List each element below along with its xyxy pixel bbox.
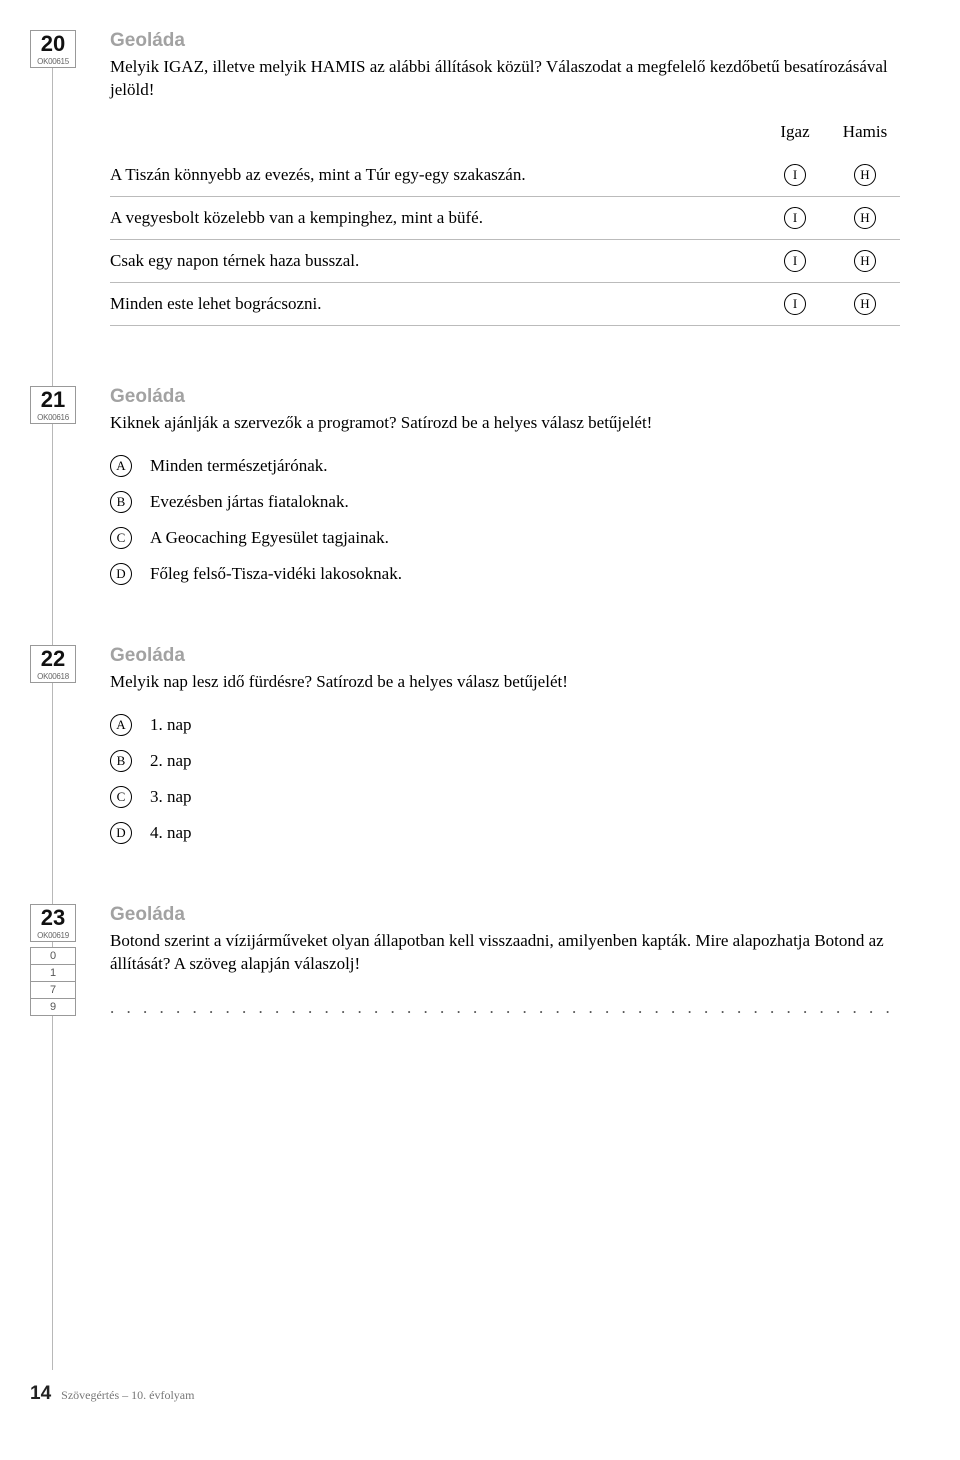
tf-true-cell[interactable]: I: [760, 250, 830, 272]
question-body: Geoláda Melyik nap lesz idő fürdésre? Sa…: [110, 645, 900, 844]
option-row[interactable]: B Evezésben jártas fiataloknak.: [110, 491, 900, 513]
option-letter-icon: B: [110, 750, 132, 772]
question-marker: 22 OK00618: [30, 645, 76, 683]
score-cell[interactable]: 1: [30, 965, 76, 982]
tf-statement: A Tiszán könnyebb az evezés, mint a Túr …: [110, 165, 760, 185]
option-text: Főleg felső-Tisza-vidéki lakosoknak.: [150, 564, 402, 584]
circle-h-icon: H: [854, 207, 876, 229]
option-text: A Geocaching Egyesület tagjainak.: [150, 528, 389, 548]
question-prompt: Melyik nap lesz idő fürdésre? Satírozd b…: [110, 671, 900, 694]
option-row[interactable]: A Minden természetjárónak.: [110, 455, 900, 477]
question-title: Geoláda: [110, 30, 900, 52]
option-row[interactable]: A 1. nap: [110, 714, 900, 736]
tf-true-cell[interactable]: I: [760, 164, 830, 186]
options-list: A 1. nap B 2. nap C 3. nap D 4. nap: [110, 714, 900, 844]
circle-h-icon: H: [854, 164, 876, 186]
score-cell[interactable]: 0: [30, 947, 76, 965]
option-row[interactable]: B 2. nap: [110, 750, 900, 772]
tf-row: A vegyesbolt közelebb van a kempinghez, …: [110, 197, 900, 240]
question-marker: 21 OK00616: [30, 386, 76, 424]
question-marker: 23 OK00619 0 1 7 9: [30, 904, 76, 1016]
option-letter-icon: D: [110, 563, 132, 585]
option-row[interactable]: C A Geocaching Egyesület tagjainak.: [110, 527, 900, 549]
question-number-box: 22 OK00618: [30, 645, 76, 683]
question-number-box: 23 OK00619: [30, 904, 76, 942]
circle-h-icon: H: [854, 250, 876, 272]
question-title: Geoláda: [110, 386, 900, 408]
question-prompt: Melyik IGAZ, illetve melyik HAMIS az alá…: [110, 56, 900, 102]
question-title: Geoláda: [110, 904, 900, 926]
score-column: 0 1 7 9: [30, 947, 76, 1016]
question-number: 23: [31, 907, 75, 929]
score-cell[interactable]: 7: [30, 982, 76, 999]
option-text: 2. nap: [150, 751, 192, 771]
page-number: 14: [30, 1383, 51, 1405]
page: 20 OK00615 Geoláda Melyik IGAZ, illetve …: [0, 0, 960, 1430]
question-body: Geoláda Kiknek ajánlják a szervezők a pr…: [110, 386, 900, 585]
options-list: A Minden természetjárónak. B Evezésben j…: [110, 455, 900, 585]
tf-row: Minden este lehet bográcsozni. I H: [110, 283, 900, 326]
question-body: Geoláda Melyik IGAZ, illetve melyik HAMI…: [110, 30, 900, 326]
option-row[interactable]: D 4. nap: [110, 822, 900, 844]
circle-h-icon: H: [854, 293, 876, 315]
option-letter-icon: D: [110, 822, 132, 844]
option-letter-icon: B: [110, 491, 132, 513]
option-text: Evezésben jártas fiataloknak.: [150, 492, 349, 512]
question-marker: 20 OK00615: [30, 30, 76, 68]
option-letter-icon: C: [110, 786, 132, 808]
tf-header-row: Igaz Hamis: [110, 122, 900, 142]
question-code: OK00618: [31, 672, 75, 681]
question-21: 21 OK00616 Geoláda Kiknek ajánlják a sze…: [30, 386, 900, 585]
option-letter-icon: A: [110, 455, 132, 477]
question-body: Geoláda Botond szerint a vízijárműveket …: [110, 904, 900, 1018]
question-prompt: Kiknek ajánlják a szervezők a programot?…: [110, 412, 900, 435]
question-prompt: Botond szerint a vízijárműveket olyan ál…: [110, 930, 900, 976]
question-code: OK00619: [31, 931, 75, 940]
tf-true-cell[interactable]: I: [760, 207, 830, 229]
circle-i-icon: I: [784, 207, 806, 229]
tf-header-true: Igaz: [760, 122, 830, 142]
circle-i-icon: I: [784, 250, 806, 272]
circle-i-icon: I: [784, 293, 806, 315]
option-row[interactable]: D Főleg felső-Tisza-vidéki lakosoknak.: [110, 563, 900, 585]
tf-statement: Csak egy napon térnek haza busszal.: [110, 251, 760, 271]
option-letter-icon: C: [110, 527, 132, 549]
option-text: 3. nap: [150, 787, 192, 807]
tf-true-cell[interactable]: I: [760, 293, 830, 315]
question-23: 23 OK00619 0 1 7 9 Geoláda Botond szerin…: [30, 904, 900, 1018]
question-number-box: 20 OK00615: [30, 30, 76, 68]
option-letter-icon: A: [110, 714, 132, 736]
tf-header-false: Hamis: [830, 122, 900, 142]
question-code: OK00616: [31, 413, 75, 422]
tf-false-cell[interactable]: H: [830, 293, 900, 315]
tf-false-cell[interactable]: H: [830, 207, 900, 229]
question-number: 21: [31, 389, 75, 411]
option-text: 4. nap: [150, 823, 192, 843]
tf-row: A Tiszán könnyebb az evezés, mint a Túr …: [110, 154, 900, 197]
page-footer: 14 Szövegértés – 10. évfolyam: [30, 1383, 194, 1405]
footer-text: Szövegértés – 10. évfolyam: [61, 1388, 194, 1403]
option-text: 1. nap: [150, 715, 192, 735]
circle-i-icon: I: [784, 164, 806, 186]
question-number: 20: [31, 33, 75, 55]
true-false-table: Igaz Hamis A Tiszán könnyebb az evezés, …: [110, 122, 900, 326]
tf-false-cell[interactable]: H: [830, 164, 900, 186]
tf-row: Csak egy napon térnek haza busszal. I H: [110, 240, 900, 283]
question-number: 22: [31, 648, 75, 670]
question-code: OK00615: [31, 57, 75, 66]
score-cell[interactable]: 9: [30, 999, 76, 1016]
tf-false-cell[interactable]: H: [830, 250, 900, 272]
question-number-box: 21 OK00616: [30, 386, 76, 424]
answer-line[interactable]: . . . . . . . . . . . . . . . . . . . . …: [110, 998, 900, 1018]
question-title: Geoláda: [110, 645, 900, 667]
option-row[interactable]: C 3. nap: [110, 786, 900, 808]
option-text: Minden természetjárónak.: [150, 456, 328, 476]
tf-statement: A vegyesbolt közelebb van a kempinghez, …: [110, 208, 760, 228]
question-20: 20 OK00615 Geoláda Melyik IGAZ, illetve …: [30, 30, 900, 326]
tf-statement: Minden este lehet bográcsozni.: [110, 294, 760, 314]
question-22: 22 OK00618 Geoláda Melyik nap lesz idő f…: [30, 645, 900, 844]
